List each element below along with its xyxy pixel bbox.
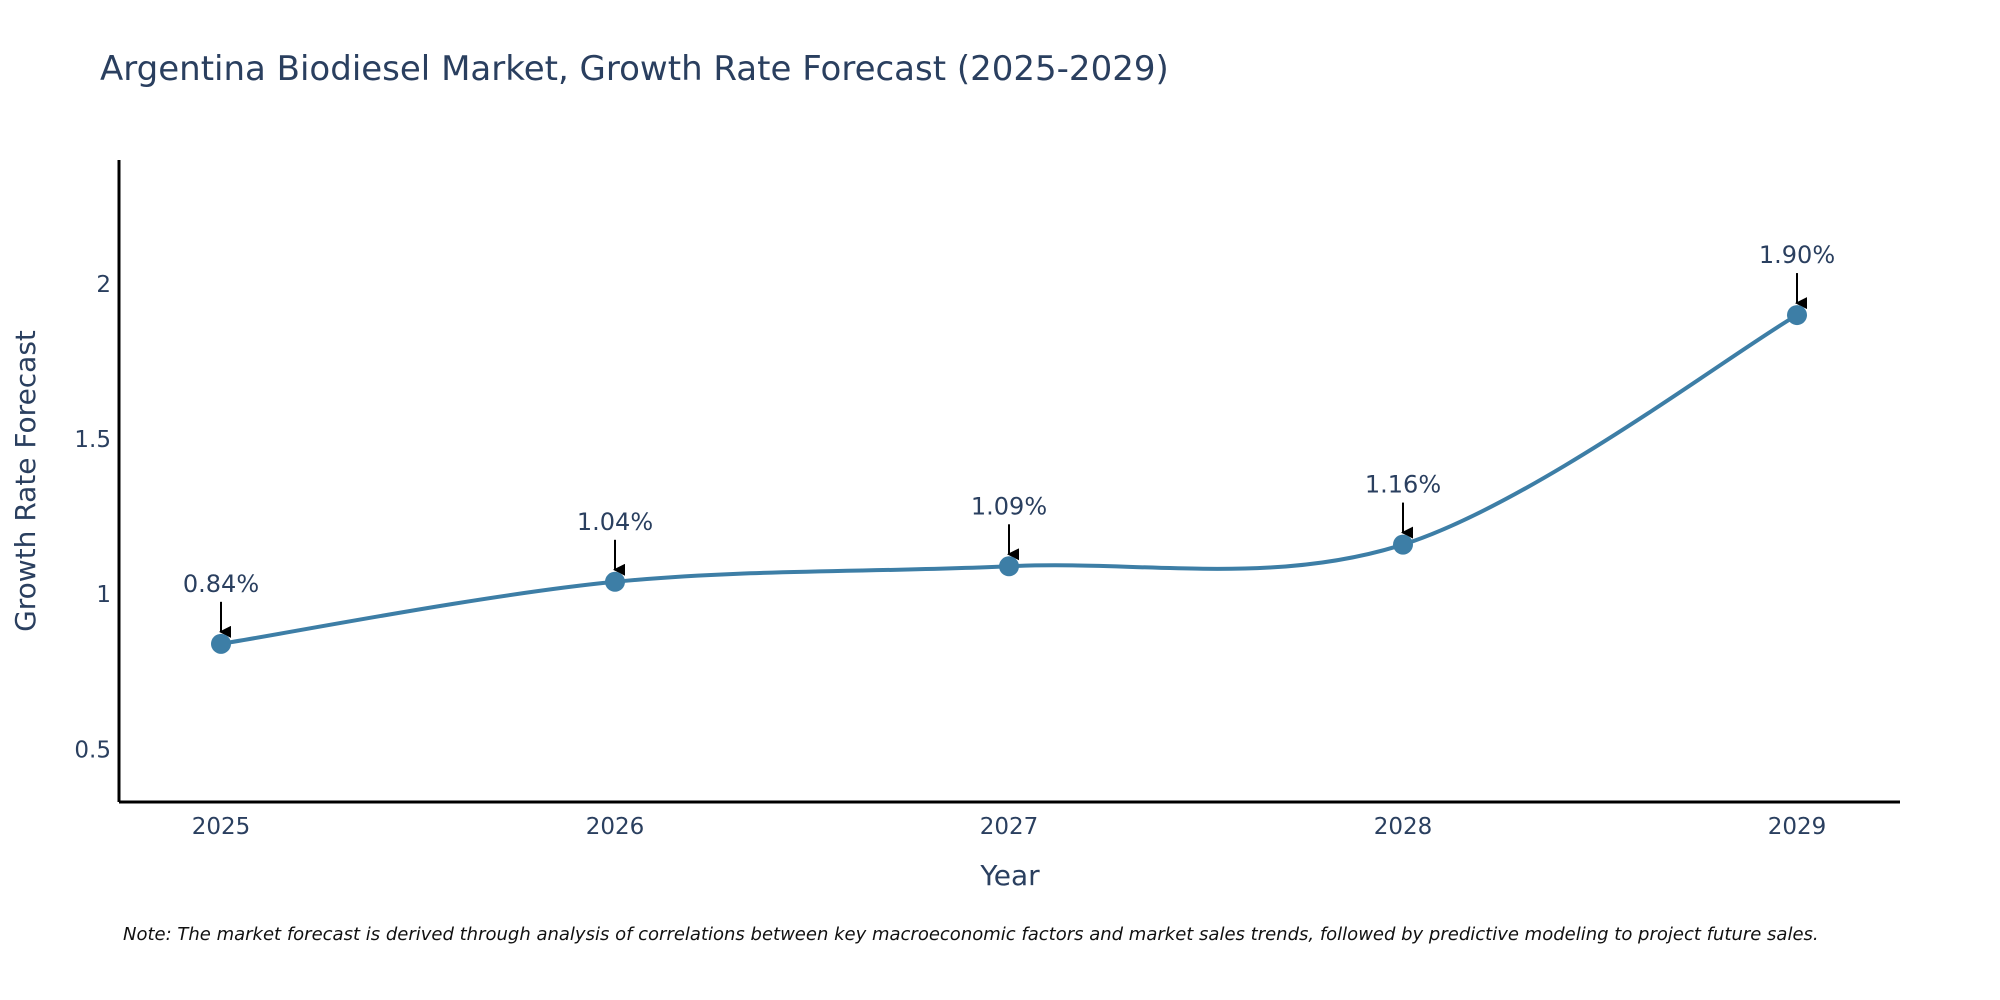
data-point: [999, 556, 1019, 577]
chart-note: Note: The market forecast is derived thr…: [123, 924, 1819, 945]
plot-area: 0.5 1 1.5 2 2025 2026 2027 2028 2029 0.84% 1.04% 1.…: [74, 241, 1835, 840]
data-point: [1393, 534, 1413, 555]
x-tick-label: 2029: [1768, 814, 1827, 840]
x-tick-label: 2028: [1374, 814, 1433, 840]
data-point: [1787, 305, 1807, 326]
data-label: 1.09%: [971, 492, 1047, 520]
x-tick-label: 2027: [980, 814, 1039, 840]
y-tick-label: 1: [96, 582, 111, 608]
y-axis-title: Growth Rate Forecast: [9, 330, 42, 632]
y-tick-label: 2: [96, 272, 111, 298]
chart-title: Argentina Biodiesel Market, Growth Rate …: [100, 49, 1169, 89]
x-tick-label: 2025: [192, 814, 251, 840]
y-tick-label: 1.5: [74, 427, 111, 453]
data-point: [605, 571, 625, 592]
data-label: 1.90%: [1759, 241, 1835, 269]
y-tick-label: 0.5: [74, 737, 111, 763]
data-label: 0.84%: [183, 570, 259, 598]
series-line: [219, 313, 1799, 646]
data-label: 1.04%: [577, 508, 653, 536]
x-axis-title: Year: [979, 859, 1040, 892]
x-tick-label: 2026: [586, 814, 645, 840]
data-point: [211, 633, 231, 654]
data-label: 1.16%: [1365, 471, 1441, 499]
